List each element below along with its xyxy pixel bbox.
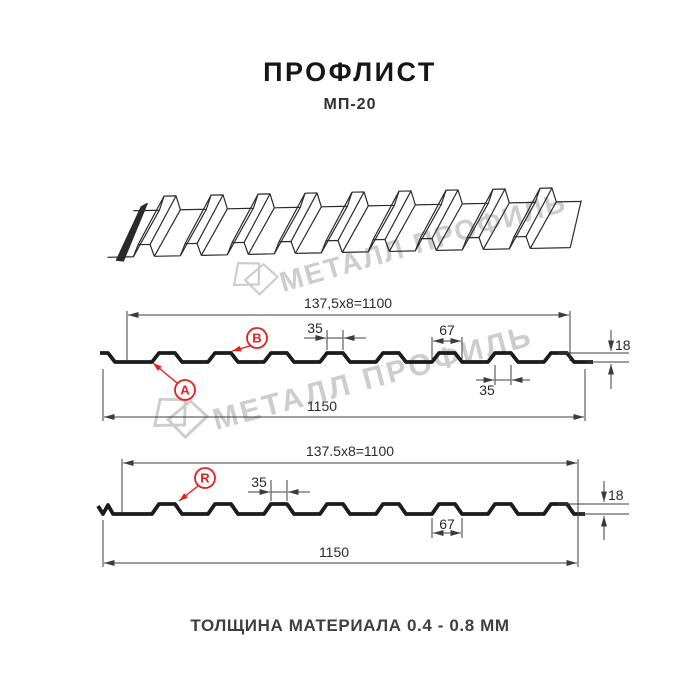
callout-r-letter: R — [200, 471, 210, 486]
profile-outline — [100, 351, 593, 364]
dimension-label-coverage: 137.5x8=1100 — [306, 443, 394, 459]
dimension-lines-top — [102, 311, 629, 421]
callout-r: R — [178, 467, 216, 502]
sheet-cut-edge — [115, 202, 148, 262]
profile-section-top: 137,5x8=1100 35 67 35 18 1150 A B — [100, 295, 631, 421]
model-label: МП-20 — [323, 96, 377, 113]
brand-logo-icon — [232, 262, 280, 297]
page-title: ПРОФЛИСТ — [263, 57, 437, 87]
dimension-label-height: 18 — [615, 337, 631, 353]
dimension-label-rib-base: 67 — [439, 516, 455, 532]
dimension-label-rib-top: 35 — [307, 320, 323, 336]
header: ПРОФЛИСТ МП-20 — [0, 57, 700, 114]
dimension-label-rib-top: 35 — [251, 474, 267, 490]
profile-section-bottom: 137.5x8=1100 35 67 18 1150 R — [96, 443, 629, 567]
dimension-label-coverage: 137,5x8=1100 — [304, 295, 392, 311]
profile-outline — [96, 502, 585, 516]
dimension-label-height: 18 — [608, 487, 624, 503]
sheet-right-edge — [530, 200, 582, 250]
thickness-note: ТОЛЩИНА МАТЕРИАЛА 0.4 - 0.8 ММ — [190, 616, 510, 635]
dimension-label-rib-bottom: 35 — [479, 382, 495, 398]
callout-a-letter: A — [180, 383, 190, 398]
dimension-label-overall: 1150 — [319, 544, 349, 560]
callout-b: B — [231, 327, 268, 352]
callout-b-letter: B — [252, 331, 261, 346]
dimension-lines-bottom — [102, 459, 629, 567]
sheet-3d-view — [105, 187, 582, 262]
dimension-label-overall: 1150 — [307, 398, 337, 414]
callout-a: A — [152, 362, 196, 401]
dimension-label-rib-base: 67 — [439, 322, 455, 338]
